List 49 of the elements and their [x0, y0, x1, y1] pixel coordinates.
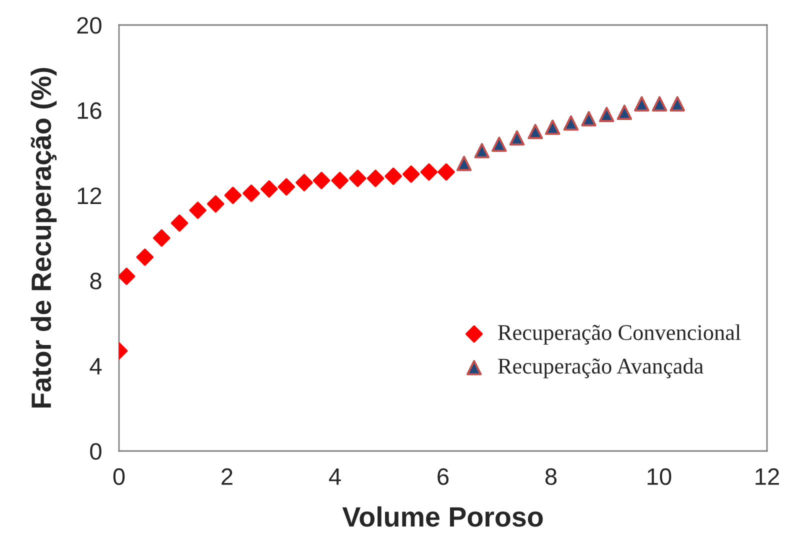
point	[312, 172, 330, 190]
legend-label: Recuperação Avançada	[498, 358, 704, 378]
y-tick-label: 4	[90, 358, 102, 374]
point	[474, 143, 490, 158]
x-tick-label: 0	[113, 468, 125, 486]
x-tick-label: 4	[328, 468, 341, 485]
point	[296, 174, 313, 192]
point	[384, 168, 402, 185]
x-tick-label: 10	[648, 468, 672, 486]
point	[670, 96, 685, 112]
point	[260, 180, 278, 198]
point	[224, 186, 242, 204]
point	[456, 156, 472, 172]
x-tick-label: 6	[438, 468, 449, 486]
point	[634, 96, 650, 112]
point	[581, 111, 596, 126]
x-tick-label: 8	[545, 468, 557, 486]
point	[242, 184, 260, 202]
point	[438, 163, 455, 181]
point	[278, 178, 296, 196]
point	[331, 172, 349, 190]
point	[153, 229, 170, 247]
point	[492, 136, 507, 152]
y-tick-label: 20	[77, 17, 102, 34]
point	[366, 170, 384, 188]
y-tick-label: 16	[78, 102, 102, 119]
point	[119, 268, 136, 285]
point	[544, 120, 560, 135]
y-tick-label: 12	[78, 187, 102, 204]
point	[189, 202, 206, 219]
y-tick-label: 8	[90, 272, 102, 290]
point	[420, 163, 438, 181]
point	[598, 106, 614, 122]
x-axis-title: Volume Poroso	[342, 506, 543, 527]
point	[207, 195, 224, 213]
x-tick-label: 12	[756, 468, 779, 485]
point	[170, 214, 188, 232]
point	[652, 96, 668, 112]
y-axis-title: Fator de Recuperação (%)	[30, 68, 57, 408]
x-tick-label: 2	[222, 468, 232, 485]
y-tick-label: 0	[90, 443, 102, 460]
point	[402, 165, 420, 183]
point	[349, 170, 366, 188]
point	[563, 115, 579, 131]
point	[616, 104, 632, 120]
point	[528, 124, 543, 140]
legend-label: Recuperação Convencional	[498, 324, 741, 345]
point	[136, 248, 154, 266]
point	[509, 130, 525, 146]
